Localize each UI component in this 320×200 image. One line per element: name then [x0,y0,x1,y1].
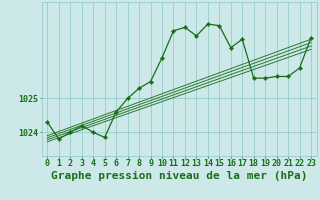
X-axis label: Graphe pression niveau de la mer (hPa): Graphe pression niveau de la mer (hPa) [51,171,308,181]
